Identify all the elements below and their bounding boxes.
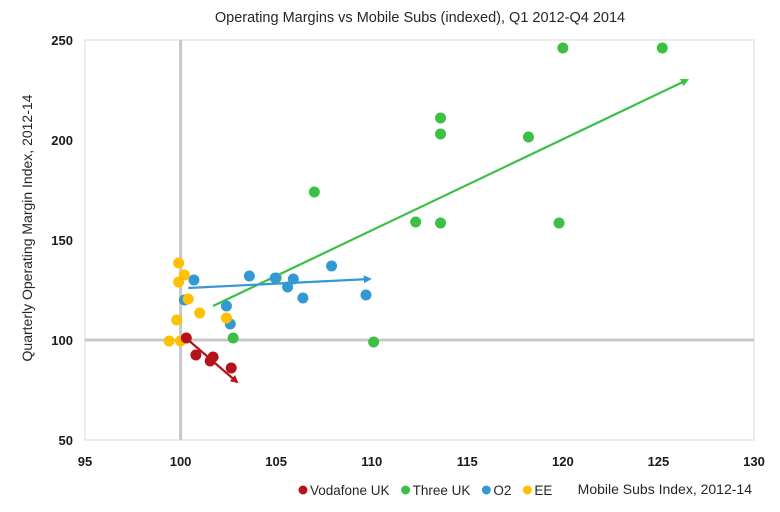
- legend: Vodafone UK Three UK O2 EE: [298, 483, 552, 498]
- x-tick-label: 115: [457, 454, 478, 469]
- point-ee: [163, 335, 175, 347]
- point-ee: [173, 276, 185, 288]
- legend-label: Vodafone UK: [310, 483, 390, 498]
- y-tick-label: 250: [51, 33, 73, 48]
- point-three-uk: [308, 186, 320, 198]
- point-ee: [182, 293, 194, 305]
- point-ee: [171, 314, 183, 326]
- y-tick-label: 100: [51, 333, 73, 348]
- legend-marker: [522, 485, 532, 495]
- point-o2: [287, 273, 299, 285]
- x-tick-label: 105: [265, 454, 287, 469]
- point-o2: [360, 289, 372, 301]
- point-vodafone-uk: [225, 362, 237, 374]
- point-ee: [220, 312, 232, 324]
- legend-label: O2: [493, 483, 511, 498]
- y-axis-label: Quarterly Operating Margin Index, 2012-1…: [19, 94, 35, 361]
- point-o2: [243, 270, 255, 282]
- point-three-uk: [227, 332, 239, 344]
- point-o2: [326, 260, 338, 272]
- point-three-uk: [553, 217, 565, 229]
- y-tick-label: 150: [51, 233, 73, 248]
- trend-arrow-o2: [188, 275, 372, 290]
- plot-area: [84, 39, 755, 441]
- point-vodafone-uk: [190, 349, 202, 361]
- point-three-uk: [435, 217, 447, 229]
- legend-label: EE: [534, 483, 552, 498]
- data-points: [163, 42, 668, 374]
- trend-arrows: [187, 78, 689, 384]
- x-tick-label: 110: [361, 454, 382, 469]
- point-vodafone-uk: [204, 355, 216, 367]
- legend-marker: [401, 485, 411, 495]
- point-ee: [173, 257, 185, 269]
- y-tick-label: 200: [51, 133, 73, 148]
- point-vodafone-uk: [180, 332, 192, 344]
- reference-lines: [85, 40, 754, 440]
- chart-title: Operating Margins vs Mobile Subs (indexe…: [215, 10, 625, 26]
- legend-marker: [298, 485, 308, 495]
- x-tick-label: 95: [78, 454, 92, 469]
- point-o2: [220, 300, 232, 312]
- point-o2: [282, 281, 294, 293]
- x-axis-ticks: 95 100 105 110 115 120 125 130: [78, 454, 765, 469]
- point-three-uk: [522, 131, 534, 143]
- point-o2: [297, 292, 309, 304]
- point-ee: [194, 307, 206, 319]
- point-three-uk: [656, 42, 668, 54]
- y-axis-ticks: 50 100 150 200 250: [51, 33, 73, 448]
- point-three-uk: [557, 42, 569, 54]
- point-three-uk: [410, 216, 422, 228]
- point-o2: [188, 274, 200, 286]
- x-tick-label: 125: [648, 454, 670, 469]
- trend-arrow-three-uk: [212, 78, 689, 307]
- legend-marker: [481, 485, 491, 495]
- point-o2: [269, 272, 281, 284]
- point-three-uk: [435, 112, 447, 124]
- legend-label: Three UK: [413, 483, 471, 498]
- x-axis-label: Mobile Subs Index, 2012-14: [578, 481, 753, 497]
- point-three-uk: [435, 128, 447, 140]
- point-three-uk: [368, 336, 380, 348]
- x-tick-label: 130: [743, 454, 765, 469]
- y-tick-label: 50: [59, 433, 73, 448]
- x-tick-label: 100: [170, 454, 192, 469]
- x-tick-label: 120: [552, 454, 574, 469]
